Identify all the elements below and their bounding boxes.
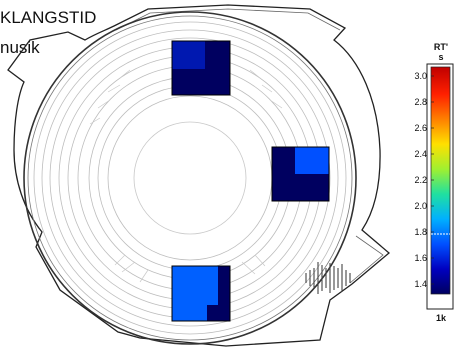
colorbar-tick-label: 3.0 [414, 71, 427, 81]
speaker-bottom[interactable] [172, 266, 230, 321]
colorbar-tick-label: 2.8 [414, 97, 427, 107]
colorbar-unit-top: RT' [434, 42, 448, 52]
colorbar-frequency: 1k [436, 313, 447, 323]
speaker-top[interactable] [172, 41, 230, 95]
colorbar-tick-label: 1.4 [414, 279, 427, 289]
seat-steps [90, 70, 282, 282]
colorbar-tick-label: 2.4 [414, 149, 427, 159]
colorbar-unit-bottom: s [438, 52, 443, 62]
speaker-right[interactable] [272, 147, 329, 201]
colorbar-tick-label: 2.2 [414, 175, 427, 185]
colorbar-tick-label: 1.6 [414, 253, 427, 263]
colorbar-tick-label: 2.6 [414, 123, 427, 133]
colorbar-gradient [431, 67, 450, 294]
colorbar-tick-label: 1.8 [414, 227, 427, 237]
colorbar-tick-label: 2.0 [414, 201, 427, 211]
colorbar-legend: RT' s 3.0 2.8 2.6 2.4 2.2 2.0 1.8 1.6 1.4 1k [414, 42, 453, 323]
